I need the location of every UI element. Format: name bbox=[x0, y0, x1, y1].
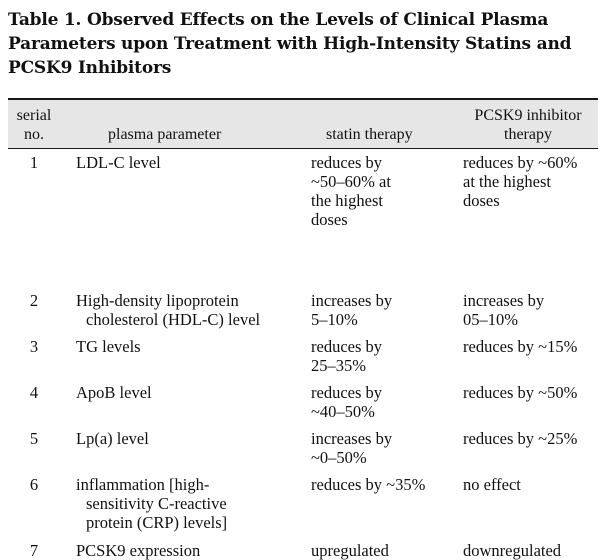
cell-line: 05–10% bbox=[463, 310, 518, 329]
cell-plasma-parameter: LDL-C level bbox=[76, 153, 306, 172]
cell-statin-therapy: upregulated bbox=[311, 541, 451, 560]
cell-line: upregulated bbox=[311, 541, 389, 560]
cell-line: sensitivity C-reactive bbox=[86, 494, 227, 513]
cell-plasma-parameter: ApoB level bbox=[76, 383, 306, 402]
cell-line: the highest bbox=[311, 191, 383, 210]
cell-pcsk9-therapy: reduces by ~25% bbox=[463, 429, 603, 448]
cell-line: reduces by ~25% bbox=[463, 429, 578, 448]
cell-pcsk9-therapy: no effect bbox=[463, 475, 603, 494]
cell-plasma-parameter: Lp(a) level bbox=[76, 429, 306, 448]
table-top-rule bbox=[8, 98, 598, 100]
cell-serial-no: 5 bbox=[29, 429, 39, 448]
cell-pcsk9-therapy: reduces by ~15% bbox=[463, 337, 603, 356]
cell-serial-no: 2 bbox=[29, 291, 39, 310]
cell-line: cholesterol (HDL-C) level bbox=[86, 310, 261, 329]
cell-line: reduces by ~15% bbox=[463, 337, 578, 356]
cell-line: ApoB level bbox=[76, 383, 152, 402]
cell-line: increases by bbox=[311, 291, 393, 310]
cell-plasma-parameter: PCSK9 expression bbox=[76, 541, 306, 560]
caption-line: Table 1. Observed Effects on the Levels … bbox=[8, 10, 549, 30]
cell-line: PCSK9 expression bbox=[76, 541, 201, 560]
cell-statin-therapy: reduces by ~40–50% bbox=[311, 383, 451, 421]
header-plasma-parameter: plasma parameter bbox=[108, 126, 222, 143]
cell-statin-therapy: increases by 5–10% bbox=[311, 291, 451, 329]
data-table: serial no. plasma parameter statin thera… bbox=[8, 98, 598, 560]
table-caption: Table 1. Observed Effects on the Levels … bbox=[8, 8, 600, 80]
header-line: therapy bbox=[504, 126, 552, 143]
cell-line: ~0–50% bbox=[311, 448, 367, 467]
table-header: serial no. plasma parameter statin thera… bbox=[8, 100, 598, 148]
cell-serial-no: 7 bbox=[29, 541, 39, 560]
cell-line: reduces by bbox=[311, 337, 383, 356]
cell-statin-therapy: increases by ~0–50% bbox=[311, 429, 451, 467]
cell-statin-therapy: reduces by 25–35% bbox=[311, 337, 451, 375]
cell-serial-no: 4 bbox=[29, 383, 39, 402]
header-pcsk9-inhibitor-therapy: PCSK9 inhibitor therapy bbox=[458, 106, 598, 144]
cell-serial-no: 3 bbox=[29, 337, 39, 356]
cell-line: reduces by ~50% bbox=[463, 383, 578, 402]
cell-line: doses bbox=[463, 191, 500, 210]
cell-plasma-parameter: TG levels bbox=[76, 337, 306, 356]
cell-pcsk9-therapy: downregulated bbox=[463, 541, 603, 560]
cell-line: doses bbox=[311, 210, 348, 229]
cell-line: protein (CRP) levels] bbox=[86, 513, 228, 532]
cell-line: increases by bbox=[311, 429, 393, 448]
cell-line: LDL-C level bbox=[76, 153, 161, 172]
header-serial-no: serial no. bbox=[8, 106, 60, 144]
cell-line: increases by bbox=[463, 291, 545, 310]
cell-line: reduces by ~35% bbox=[311, 475, 426, 494]
cell-line: no effect bbox=[463, 475, 521, 494]
cell-pcsk9-therapy: reduces by ~50% bbox=[463, 383, 603, 402]
cell-pcsk9-therapy: increases by 05–10% bbox=[463, 291, 603, 329]
cell-line: Lp(a) level bbox=[76, 429, 149, 448]
header-statin-therapy: statin therapy bbox=[326, 126, 413, 143]
cell-serial-no: 1 bbox=[29, 153, 39, 172]
caption-line: Parameters upon Treatment with High-Inte… bbox=[8, 34, 572, 54]
cell-line: 5–10% bbox=[311, 310, 358, 329]
cell-line: at the highest bbox=[463, 172, 551, 191]
cell-pcsk9-therapy: reduces by ~60% at the highest doses bbox=[463, 153, 603, 210]
cell-statin-therapy: reduces by ~50–60% at the highest doses bbox=[311, 153, 451, 229]
cell-line: 25–35% bbox=[311, 356, 366, 375]
cell-line: TG levels bbox=[76, 337, 141, 356]
table-header-rule bbox=[8, 148, 598, 149]
header-line: serial bbox=[16, 107, 52, 124]
cell-line: reduces by ~60% bbox=[463, 153, 578, 172]
cell-serial-no: 6 bbox=[29, 475, 39, 494]
cell-statin-therapy: reduces by ~35% bbox=[311, 475, 451, 494]
header-line: PCSK9 inhibitor bbox=[474, 107, 582, 124]
cell-line: downregulated bbox=[463, 541, 562, 560]
cell-line: inflammation [high- bbox=[76, 475, 210, 494]
caption-line: PCSK9 Inhibitors bbox=[8, 58, 172, 78]
cell-line: High-density lipoprotein bbox=[76, 291, 239, 310]
cell-line: reduces by bbox=[311, 383, 383, 402]
cell-plasma-parameter: inflammation [high-sensitivity C-reactiv… bbox=[76, 475, 306, 532]
cell-line: ~40–50% bbox=[311, 402, 375, 421]
cell-plasma-parameter: High-density lipoprotein cholesterol (HDL… bbox=[76, 291, 306, 329]
cell-line: ~50–60% at bbox=[311, 172, 391, 191]
cell-line: reduces by bbox=[311, 153, 383, 172]
header-line: no. bbox=[24, 126, 44, 143]
